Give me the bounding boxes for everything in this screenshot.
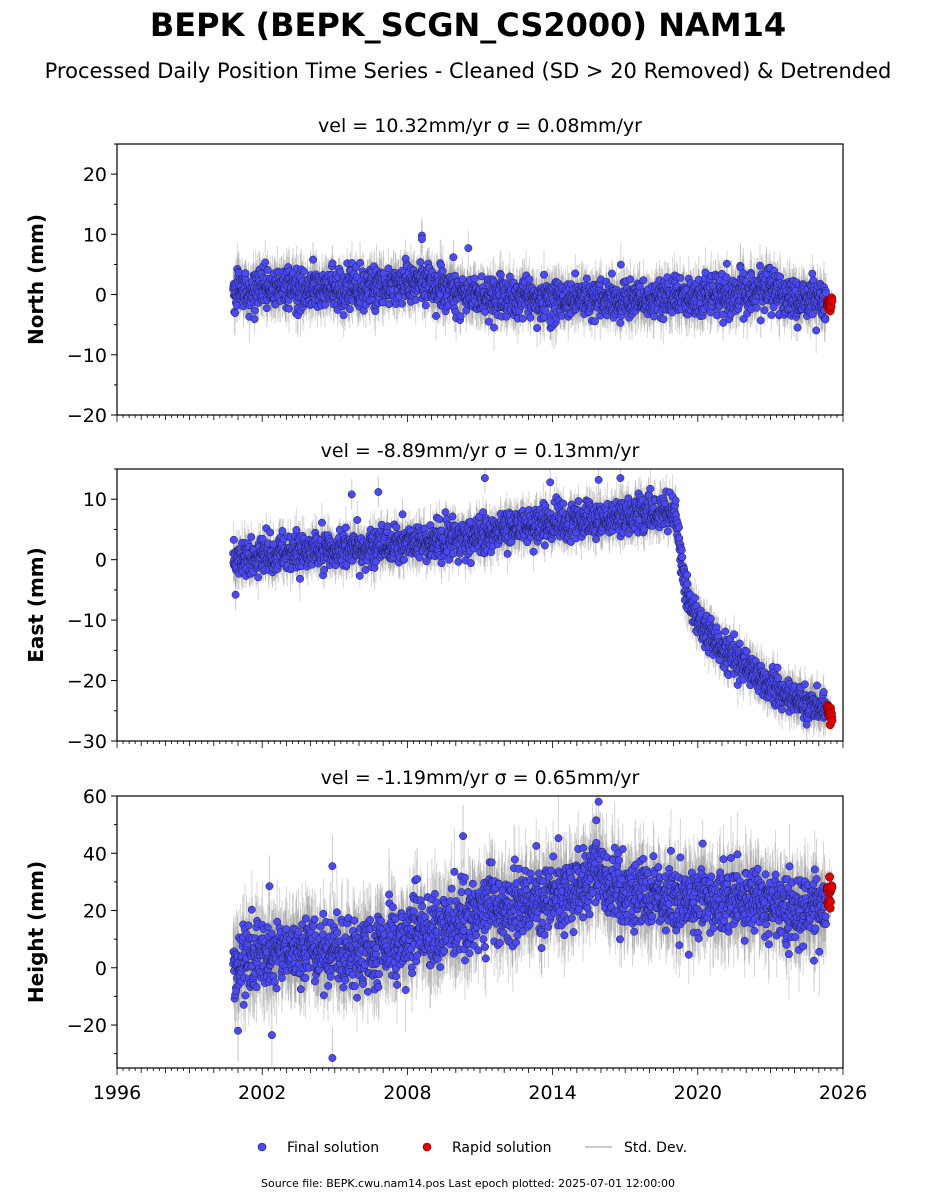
figure-subtitle: Processed Daily Position Time Series - C… <box>45 59 892 83</box>
data-point-outlier <box>616 318 625 327</box>
data-point <box>756 261 764 270</box>
north-panel: vel = 10.32mm/yr σ = 0.08mm/yr North (mm)… <box>24 115 844 427</box>
north-y-ticks: −20 −10 0 10 20 <box>67 143 117 427</box>
y-tick-label: −20 <box>67 405 107 427</box>
data-point <box>739 269 748 277</box>
data-point <box>464 244 473 253</box>
data-point <box>489 323 498 332</box>
data-point <box>250 315 259 324</box>
data-point <box>321 300 329 309</box>
data-point <box>416 258 425 267</box>
north-panel-title: vel = 10.32mm/yr σ = 0.08mm/yr <box>318 115 642 137</box>
data-point <box>470 274 479 283</box>
data-point <box>438 267 447 276</box>
y-tick-label: 10 <box>83 224 107 246</box>
east-panel-title: vel = -8.89mm/yr σ = 0.13mm/yr <box>321 440 640 462</box>
east-stddev-bars <box>232 469 833 740</box>
data-point <box>505 272 514 281</box>
north-points <box>229 231 837 335</box>
data-point <box>616 260 625 269</box>
data-point <box>484 317 493 326</box>
data-point <box>571 269 580 278</box>
data-point <box>827 296 837 306</box>
data-point <box>421 301 430 310</box>
data-point <box>261 258 270 267</box>
north-y-label: North (mm) <box>24 214 48 345</box>
data-point <box>502 312 511 321</box>
data-point <box>384 264 393 273</box>
data-point <box>432 311 440 320</box>
data-point <box>808 269 817 278</box>
data-point <box>339 311 348 320</box>
data-point-outlier <box>756 316 765 325</box>
data-point <box>540 270 548 279</box>
data-point <box>262 304 271 313</box>
data-point-outlier <box>309 255 317 264</box>
data-point <box>760 306 769 315</box>
east-y-label: East (mm) <box>24 547 48 663</box>
data-point <box>345 305 354 314</box>
data-point <box>398 299 407 308</box>
data-point <box>250 306 259 315</box>
data-point <box>526 313 535 322</box>
data-point-outlier <box>456 312 465 321</box>
data-point <box>241 269 250 278</box>
data-point <box>676 273 685 282</box>
data-point <box>525 275 534 284</box>
north-series-final <box>229 231 830 335</box>
data-point <box>776 272 784 281</box>
data-point <box>533 324 542 332</box>
y-tick-label: 0 <box>95 285 107 307</box>
data-point-outlier <box>546 317 555 326</box>
data-point <box>821 315 830 324</box>
data-point <box>263 266 272 274</box>
data-point <box>518 314 527 323</box>
y-tick-label: 20 <box>83 164 107 186</box>
data-point <box>299 267 308 276</box>
data-point <box>411 295 420 304</box>
data-point <box>626 275 635 284</box>
data-point <box>649 312 658 321</box>
data-point <box>808 310 817 319</box>
figure-title: BEPK (BEPK_SCGN_CS2000) NAM14 <box>150 6 786 44</box>
data-point <box>582 274 591 283</box>
data-point <box>356 258 365 267</box>
data-point <box>659 315 668 324</box>
data-point <box>767 311 776 319</box>
data-point-outlier <box>417 235 426 244</box>
data-point <box>591 317 599 326</box>
north-x-ticks <box>116 415 844 422</box>
y-tick-label: −10 <box>67 345 107 367</box>
data-point <box>607 269 616 278</box>
data-point <box>285 304 294 313</box>
data-point <box>541 306 550 315</box>
data-point <box>639 276 648 285</box>
data-point-outlier <box>449 253 458 262</box>
panels: vel = 10.32mm/yr σ = 0.08mm/yr North (mm)… <box>24 115 867 1104</box>
data-point-outlier <box>328 259 337 268</box>
data-point <box>496 270 505 279</box>
data-point <box>722 259 731 268</box>
data-point <box>752 303 761 312</box>
data-point <box>812 326 821 335</box>
data-point <box>231 309 240 317</box>
data-point <box>793 323 802 332</box>
